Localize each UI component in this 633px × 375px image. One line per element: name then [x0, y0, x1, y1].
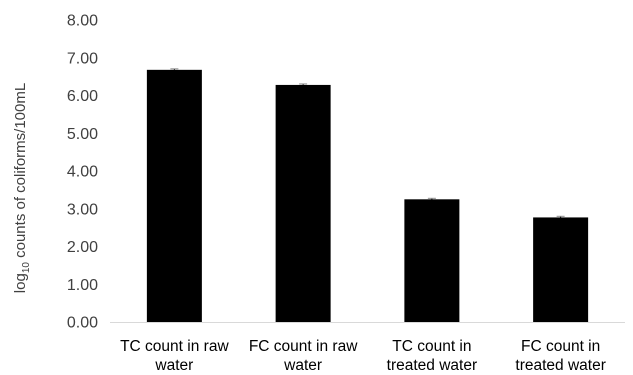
error-bars — [170, 68, 565, 219]
y-tick-label: 2.00 — [67, 239, 98, 256]
y-tick-label: 1.00 — [67, 277, 98, 294]
y-tick-label: 0.00 — [67, 315, 98, 332]
y-tick-label: 7.00 — [67, 50, 98, 67]
y-tick-label: 8.00 — [67, 13, 98, 30]
bar — [275, 84, 331, 323]
y-tick-label: 4.00 — [67, 164, 98, 181]
y-tick-label: 6.00 — [67, 88, 98, 105]
x-tick-label: FC count in treated water — [515, 338, 605, 374]
y-tick-label: 3.00 — [67, 201, 98, 218]
y-axis-title: log10 counts of coliforms/100mL — [12, 83, 32, 293]
x-tick-label: FC count in raw water — [249, 338, 358, 374]
y-axis-title-prefix: log — [12, 273, 29, 293]
bar-series — [146, 69, 589, 323]
y-axis-ticks: 0.00 1.00 2.00 3.00 4.00 5.00 6.00 7.00 8.00 — [67, 13, 98, 332]
x-tick-label: TC count in treated water — [387, 338, 477, 374]
bar — [533, 217, 589, 322]
x-axis-labels: TC count in raw water FC count in raw water… — [120, 338, 606, 374]
y-axis-title-rest: counts of coliforms/100mL — [12, 83, 29, 262]
y-tick-label: 5.00 — [67, 126, 98, 143]
bar — [404, 199, 460, 322]
y-axis-title-group: log10 counts of coliforms/100mL — [12, 83, 32, 293]
x-tick-label: TC count in raw water — [120, 338, 229, 374]
y-axis-title-subscript: 10 — [21, 262, 32, 274]
bar — [146, 69, 202, 322]
